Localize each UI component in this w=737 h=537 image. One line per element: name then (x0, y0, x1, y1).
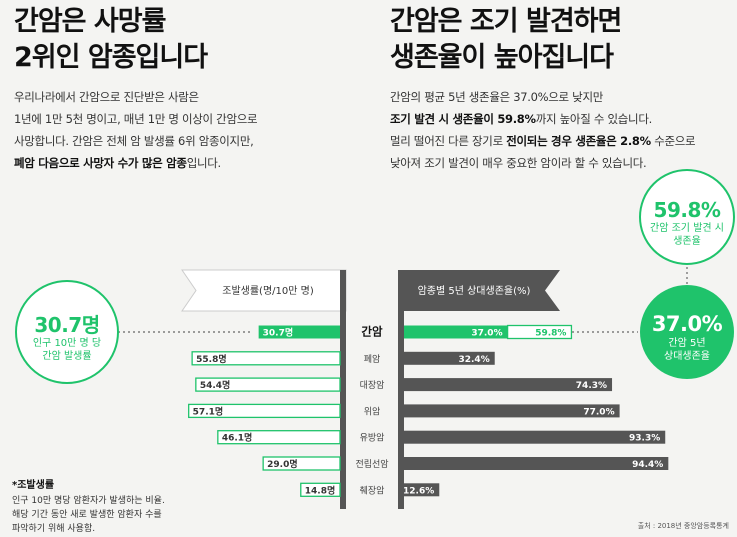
footnote: *조발생률 인구 10만 명당 암환자가 발생하는 비율. 해당 기간 동안 새… (12, 476, 165, 536)
incidence-header-label: 조발생률(명/10만 명) (222, 285, 314, 297)
footnote-line2: 해당 기간 동안 새로 발생한 암환자 수를 (12, 510, 162, 520)
left-axis-bar (340, 311, 346, 509)
right-para-line2: 조기 발견 시 생존율이 59.8%까지 높아질 수 있습니다. (390, 108, 695, 130)
left-bubble (15, 280, 119, 384)
left-para-line2: 1년에 1만 5천 명이고, 매년 1만 명 이상이 간암으로 (14, 112, 258, 126)
incidence-value-label: 29.0명 (267, 458, 298, 470)
incidence-bar (188, 403, 341, 419)
survival-bar (404, 483, 440, 497)
right-para-line2-rest: 까지 높아질 수 있습니다. (535, 112, 653, 126)
early-bubble-text: 59.8% 간암 조기 발견 시 생존율 (640, 198, 734, 248)
survival-bar (404, 457, 669, 470)
incidence-bar (191, 351, 341, 366)
incidence-bar (195, 377, 341, 392)
incidence-bar (217, 430, 341, 445)
incidence-bar (262, 456, 341, 471)
incidence-value-label: 30.7명 (263, 327, 294, 339)
early-detection-bar (506, 324, 573, 340)
left-bubble-text: 30.7명 인구 10만 명 당 간암 발생률 (17, 313, 117, 363)
survival-value-label: 77.0% (583, 407, 614, 417)
left-bubble-value: 30.7명 (34, 313, 100, 337)
category-label: 전립선암 (355, 458, 388, 470)
survival-bar (404, 430, 666, 444)
left-title-line2: 2위인 암종입니다 (14, 42, 208, 73)
incidence-value-label: 54.4명 (200, 379, 231, 391)
survival-bar (404, 351, 495, 365)
incidence-bars: 30.7명 55.8명 54.4명 57.1명 46.1명 29.0명 14.8명 (188, 325, 341, 497)
early-bubble-value: 59.8% (653, 198, 721, 222)
survival-value-label: 94.4% (632, 460, 663, 470)
five-year-bubble-value: 37.0% (651, 312, 723, 336)
survival-value-label: 12.6% (403, 486, 434, 496)
footnote-line3: 파악하기 위해 사용함. (12, 524, 96, 534)
right-para-line3-pre: 멀리 떨어진 다른 장기로 (390, 134, 507, 148)
incidence-bar (300, 482, 341, 497)
survival-value-label: 37.0% (471, 329, 502, 339)
right-para-emphasis1: 조기 발견 시 생존율이 59.8% (390, 112, 536, 126)
footnote-line1: 인구 10만 명당 암환자가 발생하는 비율. (12, 496, 165, 506)
right-para-emphasis2: 전이되는 경우 생존율은 2.8% (506, 134, 651, 148)
survival-bar (404, 325, 508, 339)
left-paragraph: 우리나라에서 간암으로 진단받은 사람은 1년에 1만 5천 명이고, 매년 1… (14, 86, 258, 174)
left-bubble-sub1: 인구 10만 명 당 (32, 338, 102, 349)
five-year-bubble-sub2: 상대생존율 (664, 351, 710, 362)
category-label: 유방암 (360, 432, 385, 444)
category-label: 위암 (364, 405, 381, 417)
incidence-value-label: 55.8명 (196, 353, 227, 365)
survival-value-label: 74.3% (576, 381, 607, 391)
right-title-line2: 생존율이 높아집니다 (390, 42, 614, 73)
footnote-title: *조발생률 (12, 480, 55, 491)
incidence-value-label: 57.1명 (193, 405, 224, 417)
early-bubble (639, 169, 735, 265)
early-detection-label: 59.8% (535, 329, 566, 339)
survival-header-label: 암종별 5년 상대생존율(%) (418, 285, 531, 297)
five-year-bubble-sub1: 간암 5년 (668, 338, 706, 349)
category-label: 췌장암 (360, 484, 385, 496)
incidence-header: 조발생률(명/10만 명) (181, 269, 347, 312)
survival-bars: 37.0% 32.4% 74.3% 77.0% 93.3% 94.4% 12.6% 59.8% (403, 324, 669, 497)
five-year-bubble (640, 285, 734, 379)
left-para-line1: 우리나라에서 간암으로 진단받은 사람은 (14, 90, 199, 104)
right-title-line1: 간암은 조기 발견하면 (390, 6, 622, 37)
right-para-line1: 간암의 평균 5년 생존율은 37.0%으로 낮지만 (390, 90, 604, 104)
survival-value-label: 32.4% (458, 355, 489, 365)
left-bubble-sub2: 간암 발생률 (42, 351, 92, 362)
right-paragraph: 간암의 평균 5년 생존율은 37.0%으로 낮지만 조기 발견 시 생존율이 … (390, 86, 696, 174)
survival-header: 암종별 5년 상대생존율(%) (398, 270, 560, 311)
survival-bar (404, 378, 613, 392)
survival-bar (404, 404, 620, 418)
left-title-line1: 간암은 사망률 (14, 6, 166, 37)
incidence-value-label: 14.8명 (305, 484, 336, 496)
early-bubble-sub1: 간암 조기 발견 시 (650, 223, 724, 234)
source-text: 출처 : 2018년 중앙암등록통계 (637, 522, 729, 530)
right-para-line4: 낮아져 조기 발견이 매우 중요한 암이라 할 수 있습니다. (390, 156, 647, 170)
left-para-emphasis: 폐암 다음으로 사망자 수가 많은 암종 (14, 156, 187, 170)
category-label: 간암 (361, 325, 383, 339)
left-para-line4: 폐암 다음으로 사망자 수가 많은 암종입니다. (14, 152, 257, 174)
left-para-line4-rest: 입니다. (186, 156, 222, 170)
category-label: 대장암 (360, 379, 385, 391)
right-para-line3: 멀리 떨어진 다른 장기로 전이되는 경우 생존율은 2.8% 수준으로 (390, 130, 696, 152)
survival-value-label: 93.3% (629, 434, 660, 444)
incidence-bar (258, 325, 340, 339)
five-year-bubble-text: 37.0% 간암 5년 상대생존율 (640, 311, 734, 363)
category-label: 폐암 (364, 353, 381, 365)
left-para-line3: 사망합니다. 간암은 전체 암 발생률 6위 암종이지만, (14, 134, 254, 148)
early-bubble-sub2: 생존율 (673, 236, 701, 247)
incidence-value-label: 46.1명 (222, 432, 253, 444)
right-para-line3-rest: 수준으로 (650, 134, 696, 148)
right-axis-bar (398, 311, 404, 509)
